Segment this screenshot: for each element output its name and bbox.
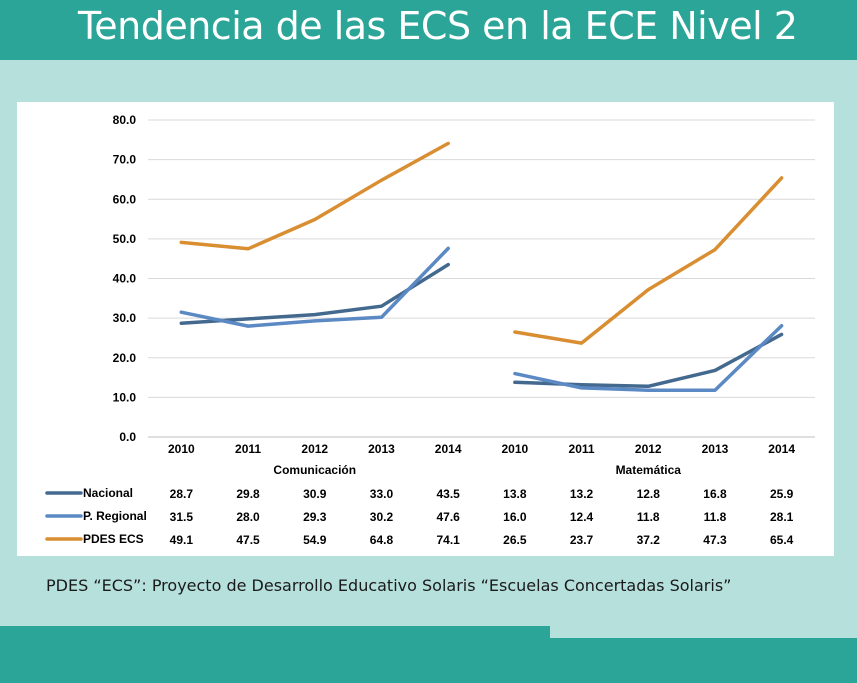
slide-title: Tendencia de las ECS en la ECE Nivel 2	[78, 4, 798, 48]
y-tick-label: 70.0	[113, 153, 137, 167]
data-label: 47.3	[703, 533, 727, 547]
y-tick-label: 60.0	[113, 192, 137, 206]
data-label: 49.1	[170, 533, 194, 547]
data-label: 11.8	[704, 510, 727, 524]
data-label: 30.2	[370, 510, 394, 524]
footer-bar-left	[0, 626, 550, 683]
x-tick-label: 2013	[368, 442, 395, 456]
group-label: Matemática	[616, 463, 682, 477]
y-tick-label: 80.0	[113, 113, 137, 127]
data-label: 31.5	[170, 510, 194, 524]
y-tick-label: 0.0	[119, 430, 136, 444]
x-tick-label: 2014	[435, 442, 462, 456]
data-label: 12.8	[637, 487, 661, 501]
data-label: 16.8	[703, 487, 727, 501]
data-label: 28.0	[236, 510, 260, 524]
y-tick-label: 50.0	[113, 232, 137, 246]
y-tick-label: 20.0	[113, 351, 137, 365]
data-label: 12.4	[570, 510, 594, 524]
data-label: 29.3	[303, 510, 327, 524]
data-label: 26.5	[503, 533, 527, 547]
y-tick-label: 30.0	[113, 311, 137, 325]
series-line-pdes-ecs	[513, 176, 784, 345]
group-label: Comunicación	[273, 463, 356, 477]
series-line-nacional	[179, 262, 450, 326]
data-label: 28.7	[170, 487, 194, 501]
footnote: PDES “ECS”: Proyecto de Desarrollo Educa…	[46, 576, 732, 595]
legend-label: PDES ECS	[83, 532, 144, 546]
series-line-p-regional	[513, 323, 784, 392]
footer-bar-right	[550, 638, 857, 683]
data-label: 25.9	[770, 487, 794, 501]
line-chart: 0.0 10.0 20.0 30.0 40.0 50.0 60.0 70.0 80.0 2010 2…	[45, 113, 815, 547]
data-label: 13.8	[503, 487, 527, 501]
data-label: 65.4	[770, 533, 794, 547]
y-tick-label: 10.0	[113, 390, 137, 404]
chart-panel: 0.0 10.0 20.0 30.0 40.0 50.0 60.0 70.0 80.0 2010 2…	[17, 102, 834, 556]
data-label: 54.9	[303, 533, 327, 547]
data-label: 16.0	[503, 510, 527, 524]
series-line-pdes-ecs	[179, 141, 450, 251]
data-label: 47.6	[436, 510, 460, 524]
x-tick-label: 2011	[235, 442, 261, 456]
data-label: 28.1	[770, 510, 794, 524]
series-line-p-regional	[179, 246, 450, 328]
data-label: 29.8	[236, 487, 260, 501]
x-tick-label: 2012	[635, 442, 662, 456]
x-tick-label: 2013	[702, 442, 729, 456]
x-tick-label: 2014	[768, 442, 795, 456]
data-label: 33.0	[370, 487, 394, 501]
data-label: 43.5	[436, 487, 460, 501]
data-label: 30.9	[303, 487, 327, 501]
x-tick-label: 2011	[569, 442, 595, 456]
series-line-nacional	[513, 332, 784, 389]
title-bar: Tendencia de las ECS en la ECE Nivel 2	[0, 0, 857, 60]
data-label: 23.7	[570, 533, 594, 547]
y-tick-label: 40.0	[113, 272, 137, 286]
data-label: 37.2	[637, 533, 661, 547]
data-label: 64.8	[370, 533, 394, 547]
data-label: 74.1	[436, 533, 460, 547]
data-label: 13.2	[570, 487, 594, 501]
legend-label: Nacional	[83, 486, 133, 500]
x-tick-label: 2012	[301, 442, 328, 456]
legend-label: P. Regional	[83, 509, 147, 523]
x-tick-label: 2010	[168, 442, 195, 456]
x-tick-label: 2010	[501, 442, 528, 456]
data-label: 47.5	[236, 533, 260, 547]
data-label: 11.8	[637, 510, 660, 524]
